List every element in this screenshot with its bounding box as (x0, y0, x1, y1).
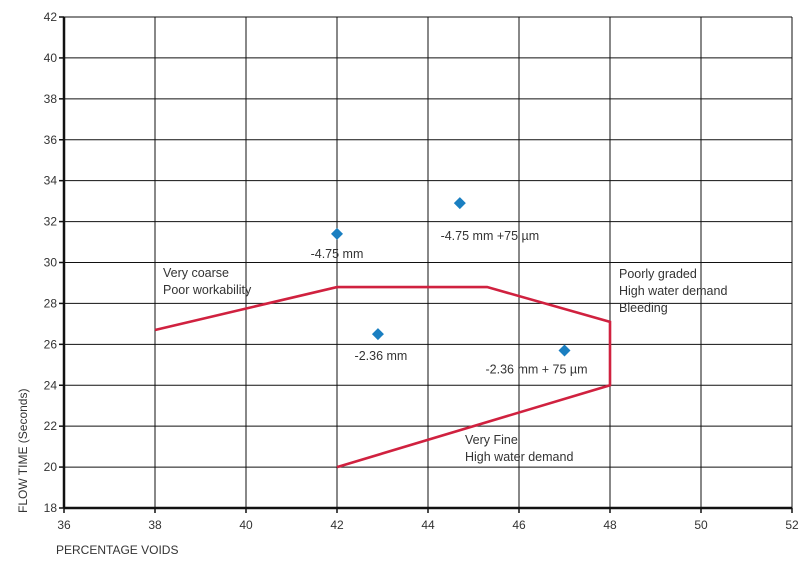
annotations: Very coarse Poor workability Poorly graded… (163, 266, 727, 464)
x-tick-label: 44 (421, 518, 435, 532)
y-tick-label: 38 (44, 92, 58, 106)
data-points: -4.75 mm -4.75 mm +75 µm -2.36 mm -2.36 mm … (311, 197, 588, 376)
data-point-label: -4.75 mm +75 µm (441, 229, 540, 243)
data-point-marker (558, 344, 571, 357)
region-annotation: Very coarse Poor workability (163, 266, 252, 297)
x-tick-labels: 36 38 40 42 44 46 48 50 52 (57, 518, 799, 532)
y-tick-label: 30 (44, 256, 58, 270)
y-tick-label: 32 (44, 215, 58, 229)
region-annotation: Poorly graded High water demand Bleeding (619, 267, 727, 315)
y-tick-label: 22 (44, 419, 58, 433)
y-tick-label: 42 (44, 10, 58, 24)
x-tick-label: 46 (512, 518, 526, 532)
data-point-marker (453, 197, 466, 210)
y-tick-label: 26 (44, 337, 58, 351)
data-point-label: -2.36 mm + 75 µm (485, 362, 587, 376)
y-tick-labels: 18 20 22 24 26 28 30 32 34 36 38 40 42 (44, 10, 58, 515)
x-tick-label: 42 (330, 518, 344, 532)
data-point-marker (371, 328, 384, 341)
x-tick-label: 52 (785, 518, 799, 532)
data-point-marker (331, 227, 343, 240)
x-tick-label: 40 (239, 518, 253, 532)
grid (64, 16, 793, 508)
x-tick-label: 38 (148, 518, 162, 532)
data-point-label: -2.36 mm (355, 349, 408, 363)
y-tick-label: 36 (44, 133, 58, 147)
y-tick-label: 20 (44, 460, 58, 474)
boundary-line (154, 285, 612, 469)
x-tick-label: 48 (603, 518, 617, 532)
y-tick-label: 40 (44, 51, 58, 65)
y-axis-label: FLOW TIME (Seconds) (16, 389, 30, 513)
region-annotation: Very Fine High water demand (465, 433, 573, 464)
y-tick-label: 28 (44, 296, 58, 310)
axes (59, 16, 793, 513)
y-tick-label: 34 (44, 174, 58, 188)
y-tick-label: 18 (44, 501, 58, 515)
y-tick-label: 24 (44, 378, 58, 392)
x-tick-label: 36 (57, 518, 71, 532)
x-tick-label: 50 (694, 518, 708, 532)
x-axis-label: PERCENTAGE VOIDS (56, 543, 178, 557)
data-point-label: -4.75 mm (311, 247, 364, 261)
